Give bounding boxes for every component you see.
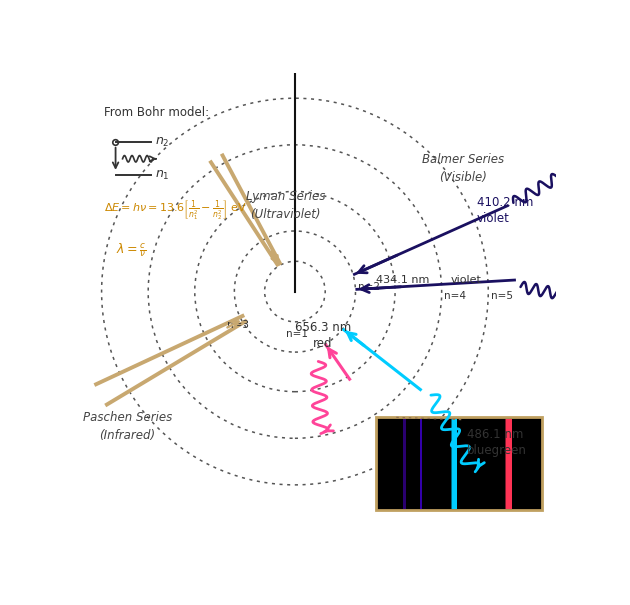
Text: Paschen Series
(Infrared): Paschen Series (Infrared) [83,411,172,442]
Bar [420,419,422,509]
Text: From Bohr model:: From Bohr model: [104,106,209,119]
Text: violet: violet [451,275,482,285]
Bar [403,419,406,509]
Bar [420,419,423,509]
Text: 434.1 nm: 434.1 nm [377,275,430,285]
Bar [505,419,512,509]
Text: n=2: n=2 [358,282,380,292]
Bar [506,419,512,509]
Bar [403,419,406,509]
Bar [452,419,457,509]
Text: n=1: n=1 [286,329,308,339]
Text: 486.1 nm
bluegreen: 486.1 nm bluegreen [467,428,527,457]
Text: $n_2$: $n_2$ [155,136,169,149]
Text: n=3: n=3 [227,320,249,330]
Text: n=5: n=5 [491,291,513,301]
Text: n=4: n=4 [444,291,466,301]
Text: Lyman Series
(Ultraviolet): Lyman Series (Ultraviolet) [246,190,325,221]
Bar [377,417,542,511]
Text: $\lambda = \frac{c}{\nu}$: $\lambda = \frac{c}{\nu}$ [115,241,146,258]
Text: Balmer Series
(Visible): Balmer Series (Visible) [421,152,504,183]
Text: 410.2 nm
violet: 410.2 nm violet [477,195,533,224]
Text: $n_1$: $n_1$ [155,169,170,182]
Text: 656.3 nm
red: 656.3 nm red [295,321,351,350]
Text: $\Delta E = h\nu = 13.6\left[\frac{1}{n_1^2} - \frac{1}{n_2^2}\right]$ eV: $\Delta E = h\nu = 13.6\left[\frac{1}{n_… [104,198,247,222]
Bar [451,419,457,509]
